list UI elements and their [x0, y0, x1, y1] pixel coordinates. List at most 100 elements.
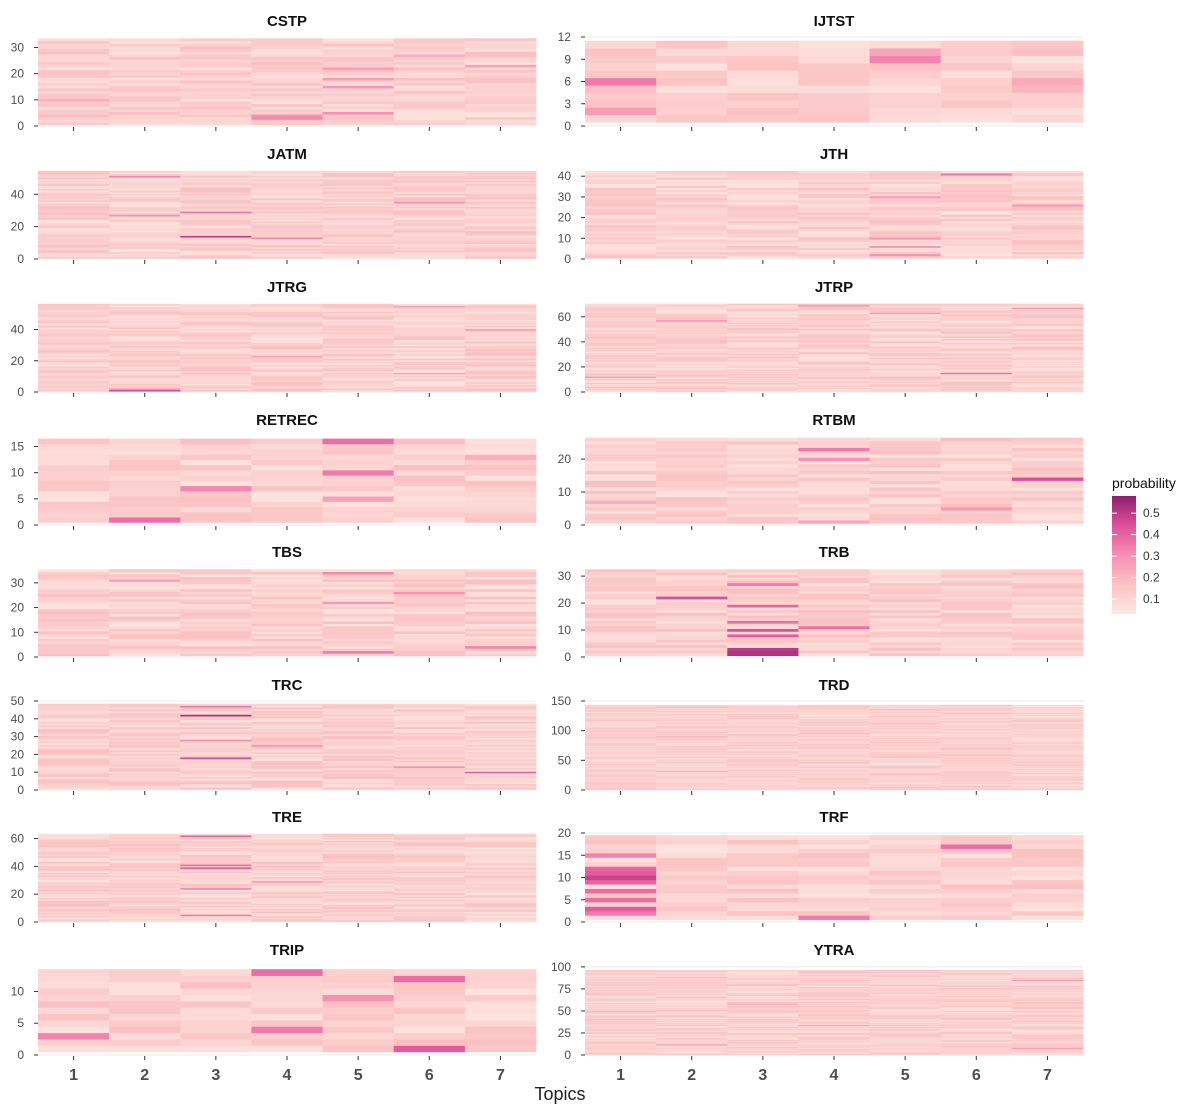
heat-cell — [798, 784, 870, 786]
heat-cell — [38, 618, 110, 622]
heat-cell — [180, 833, 252, 836]
heat-cell — [393, 889, 466, 892]
heat-cell — [585, 245, 657, 248]
heat-cell — [1011, 711, 1084, 713]
heat-cell — [464, 719, 537, 722]
heat-cell — [869, 777, 942, 779]
heat-cell — [464, 623, 537, 627]
heat-cell — [38, 730, 110, 733]
heat-cell — [38, 1013, 110, 1021]
heat-cell — [656, 306, 728, 308]
heat-cell — [869, 717, 942, 719]
heat-cell — [656, 361, 728, 363]
heat-cell — [251, 225, 323, 228]
heat-cell — [656, 212, 728, 215]
heat-cell — [1011, 70, 1084, 79]
heat-cell — [251, 787, 323, 790]
heat-cell — [940, 490, 1013, 495]
heat-cell — [727, 237, 799, 240]
heat-cell — [940, 634, 1013, 638]
heat-cell — [656, 237, 728, 240]
heat-cell — [109, 862, 181, 865]
heat-cell — [869, 361, 942, 363]
heat-cell — [109, 245, 181, 248]
heat-cell — [656, 723, 728, 725]
heat-cell — [585, 625, 657, 630]
heat-cell — [38, 785, 110, 788]
heat-cell — [940, 206, 1013, 209]
heat-cell — [656, 307, 728, 309]
heat-cell — [464, 726, 537, 729]
heat-cell — [251, 61, 323, 65]
heat-cell — [798, 361, 870, 363]
heat-cell — [393, 175, 466, 178]
heat-cell — [585, 771, 657, 773]
heat-cell — [940, 313, 1013, 316]
heat-cell — [585, 574, 657, 578]
heat-cell — [940, 371, 1013, 373]
heat-cell — [656, 337, 728, 340]
heat-cell — [656, 247, 728, 251]
heat-cell — [109, 308, 181, 311]
heat-cell — [727, 713, 799, 715]
heat-cell — [727, 381, 799, 383]
heat-cell — [109, 319, 181, 322]
heat-cell — [322, 771, 395, 774]
heat-cell — [940, 337, 1013, 340]
heat-cell — [38, 868, 110, 871]
heat-cell — [869, 747, 942, 749]
heat-cell — [727, 742, 799, 744]
heat-cell — [393, 569, 466, 573]
heat-cell — [180, 596, 252, 600]
heat-cell — [251, 994, 323, 1002]
heat-cell — [393, 363, 466, 366]
heat-cell — [38, 216, 110, 219]
heat-cell — [464, 196, 537, 199]
heat-cell — [464, 243, 537, 246]
heat-cell — [38, 1000, 110, 1008]
heat-cell — [180, 384, 252, 387]
heat-cell — [869, 731, 942, 733]
heat-cell — [727, 704, 799, 706]
heat-cell — [38, 511, 110, 518]
heat-cell — [464, 981, 537, 989]
heat-cell — [727, 705, 799, 707]
heat-cell — [727, 204, 799, 207]
heat-cell — [322, 1032, 395, 1040]
heat-cell — [727, 708, 799, 710]
heat-cell — [656, 767, 728, 769]
heat-cell — [180, 767, 252, 770]
heat-cell — [585, 323, 657, 326]
heat-cell — [464, 773, 537, 776]
heat-cell — [464, 175, 537, 178]
heat-cell — [656, 764, 728, 766]
heat-cell — [251, 1039, 323, 1046]
heat-cell — [656, 385, 728, 387]
heat-cell — [656, 647, 728, 651]
heat-cell — [322, 653, 395, 657]
heat-cell — [869, 348, 942, 351]
heat-cell — [798, 382, 870, 385]
heat-cell — [180, 56, 252, 60]
heat-cell — [38, 69, 110, 73]
heat-cell — [180, 848, 252, 851]
heat-cell — [940, 187, 1013, 191]
heat-cell — [251, 837, 323, 840]
heat-cell — [38, 227, 110, 230]
heat-cell — [322, 774, 395, 777]
heat-cell — [585, 342, 657, 345]
heat-cell — [869, 765, 942, 767]
heat-cell — [38, 80, 110, 84]
heat-cell — [727, 387, 799, 390]
heat-cell — [322, 464, 395, 471]
heat-cell — [656, 454, 728, 458]
heat-cell — [393, 230, 466, 233]
heat-cell — [109, 735, 181, 738]
heat-cell — [464, 372, 537, 375]
heat-cell — [109, 755, 181, 758]
heat-cell — [393, 114, 466, 118]
heat-cell — [1011, 218, 1084, 222]
heat-cell — [798, 483, 870, 488]
heat-cell — [393, 324, 466, 326]
